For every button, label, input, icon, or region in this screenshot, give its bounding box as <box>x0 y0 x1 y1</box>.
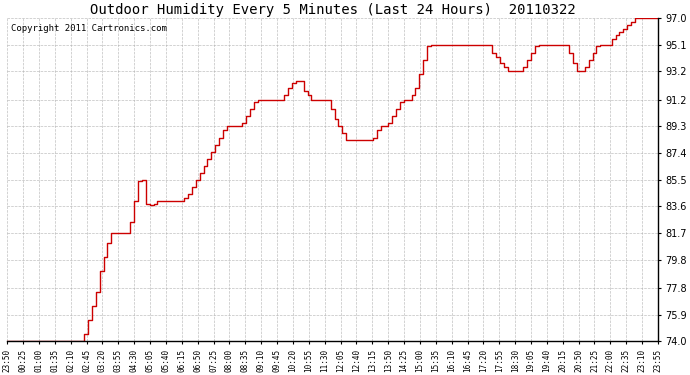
Title: Outdoor Humidity Every 5 Minutes (Last 24 Hours)  20110322: Outdoor Humidity Every 5 Minutes (Last 2… <box>90 3 575 17</box>
Text: Copyright 2011 Cartronics.com: Copyright 2011 Cartronics.com <box>10 24 166 33</box>
